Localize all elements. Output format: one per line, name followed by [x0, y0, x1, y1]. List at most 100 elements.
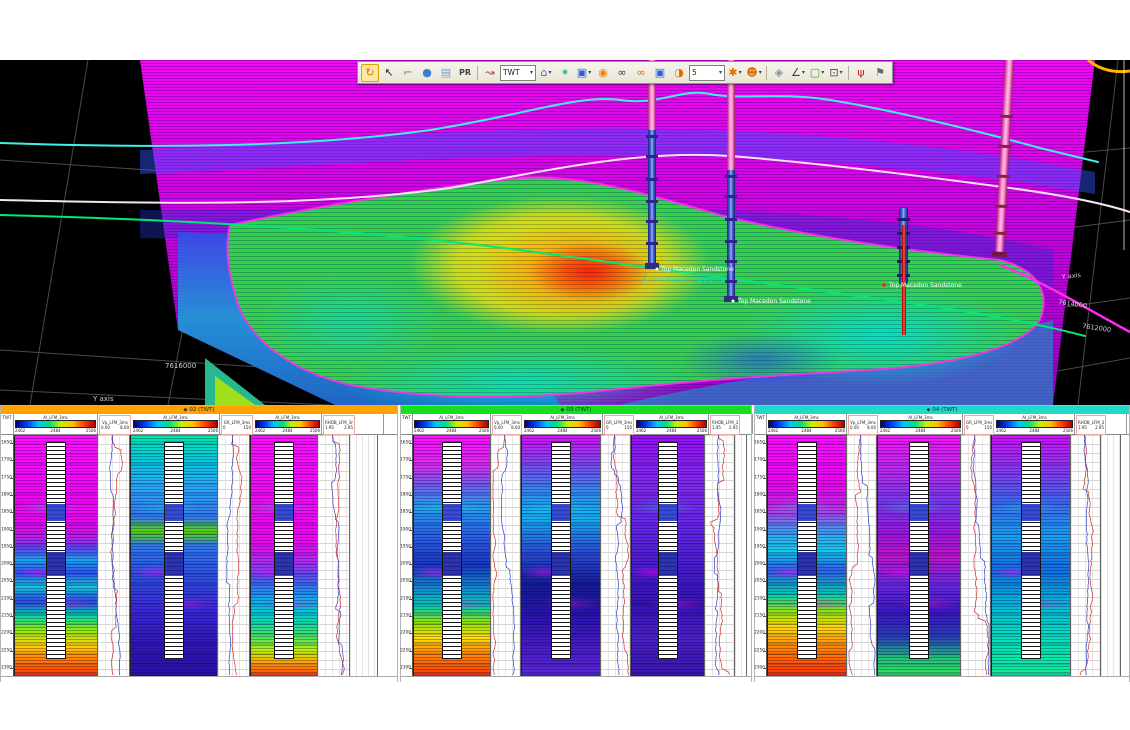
cursor-tool[interactable]: ↖ — [380, 64, 398, 82]
window-button[interactable]: ▢ ▾ — [808, 64, 826, 82]
colorbar-tick-label: 2462 — [636, 428, 647, 433]
end-track-header — [1107, 414, 1127, 434]
log-curves — [331, 435, 345, 676]
snapshot-button[interactable]: ⊡ ▾ — [827, 64, 845, 82]
well-section-panel[interactable]: ◆ 03 (TWT) TWT AI_LFM_3ms 2462 2484 2506 Vp_LFM… — [400, 405, 753, 683]
chevron-down-icon: ▾ — [529, 69, 533, 76]
seismic-track-label: AI_LFM_3ms — [275, 415, 300, 420]
pick-tool[interactable]: ⌐ — [399, 64, 417, 82]
seismic-track[interactable] — [991, 435, 1071, 676]
broadcast-button[interactable]: ψ — [852, 64, 870, 82]
panel-title-bar[interactable]: ◆ 02 (TWT) — [1, 406, 397, 414]
depth-ruler: 1650 1700 1750 1800 1850 1900 1950 2000 2050 2100… — [1, 435, 14, 676]
home-view-button-icon: ⌂ — [540, 65, 548, 79]
depth-tick-mark — [409, 616, 412, 618]
panel-title-bar[interactable]: ◆ 03 (TWT) — [401, 406, 751, 414]
trace-tool[interactable]: ↝ — [481, 64, 499, 82]
depth-tick-mark — [10, 598, 13, 600]
log-range-max: 8.00 — [120, 425, 129, 430]
seismic-3d-viewport[interactable]: Top Macedon Sandstone Intra Macedon Sand… — [0, 60, 1130, 405]
log-track[interactable] — [847, 435, 877, 676]
seismic-track[interactable] — [877, 435, 961, 676]
colorbar-tick-label: 2506 — [950, 428, 961, 433]
log-track-label: RHOB_LFM_3ms — [712, 420, 738, 425]
depth-tick-label: 1850 — [1, 509, 12, 515]
home-view-button[interactable]: ⌂ ▾ — [537, 64, 555, 82]
ruler-label: TWT — [755, 415, 766, 420]
seismic-track-label: AI_LFM_3ms — [43, 415, 68, 420]
log-track[interactable] — [601, 435, 631, 676]
tree-view-button[interactable]: ✶ — [556, 64, 574, 82]
log-track[interactable] — [1071, 435, 1101, 676]
log-track[interactable] — [961, 435, 991, 676]
well-top-label: Top Macedon Sandstone — [888, 282, 962, 289]
probe-button[interactable]: ◈ — [770, 64, 788, 82]
well-section-panel[interactable]: ◆ 04 (TWT) TWT AI_LFM_3ms 2462 2484 2506 Vp_LFM… — [754, 405, 1130, 683]
depth-tick-label: 2150 — [754, 613, 765, 619]
depth-tick-mark — [409, 512, 412, 514]
wellbore-3[interactable] — [897, 208, 910, 335]
seismic-track[interactable] — [767, 435, 847, 676]
pin-button[interactable]: ⚑ — [871, 64, 889, 82]
depth-tick-mark — [409, 443, 412, 444]
colorbar-tick-label: 2506 — [478, 428, 489, 433]
measure-button[interactable]: ∠ ▾ — [789, 64, 807, 82]
cube2-view-button[interactable]: ▣ — [651, 64, 669, 82]
panel-footer — [755, 676, 1129, 683]
cube-view-button[interactable]: ▣ ▾ — [575, 64, 593, 82]
wellbore-1[interactable] — [645, 60, 659, 269]
toolbar-separator — [848, 65, 849, 80]
depth-tick-label: 1700 — [1, 457, 12, 463]
count-select[interactable]: 5 ▾ — [689, 64, 725, 81]
panel-title-bar[interactable]: ◆ 04 (TWT) — [755, 406, 1129, 414]
palette-button[interactable]: ✱ ▾ — [726, 64, 744, 82]
log-range-max: 2.95 — [344, 425, 353, 430]
log-track[interactable] — [98, 435, 130, 676]
depth-tick-label: 1950 — [1, 544, 12, 550]
faces-button[interactable]: ☻ ▾ — [745, 64, 763, 82]
log-range-min: 0.00 — [494, 425, 503, 430]
wellbore-column — [909, 442, 929, 660]
depth-tick-mark — [409, 650, 412, 652]
colorbar-tick-label: 2462 — [133, 428, 144, 433]
wellbore-2[interactable] — [724, 60, 738, 302]
depth-tick-mark — [10, 529, 13, 531]
seismic-track[interactable] — [250, 435, 318, 676]
seismic-track-label: AI_LFM_3ms — [163, 415, 188, 420]
well-section-panel[interactable]: ◆ 02 (TWT) TWT AI_LFM_3ms 2462 2484 2506 Vp_LFM… — [0, 405, 398, 683]
depth-tick-label: 2100 — [400, 596, 411, 602]
sync-tool[interactable]: ↻ — [361, 63, 379, 82]
log-track[interactable] — [705, 435, 735, 676]
depth-tick-mark — [763, 494, 766, 496]
colorbar — [255, 420, 320, 428]
seismic-track[interactable] — [413, 435, 491, 676]
image-tool[interactable]: ▤ — [437, 64, 455, 82]
seismic-track[interactable] — [631, 435, 705, 676]
pr-tool[interactable]: PR — [456, 64, 474, 82]
log-range-max: 8.00 — [867, 425, 876, 430]
binoculars-orange-button[interactable]: ∞ — [632, 64, 650, 82]
log-track[interactable] — [491, 435, 521, 676]
binoculars-button[interactable]: ∞ — [613, 64, 631, 82]
depth-tick-label: 1700 — [754, 457, 765, 463]
well-icon: ◆ — [926, 407, 931, 413]
seismic-track[interactable] — [521, 435, 601, 676]
well-icon: ◆ — [183, 407, 188, 413]
log-track[interactable] — [218, 435, 250, 676]
globe-view-button[interactable]: ◑ — [670, 64, 688, 82]
northing-label: 7614000 — [1058, 298, 1088, 310]
seismic-track[interactable] — [14, 435, 98, 676]
log-track-label: GR_LFM_3ms — [223, 420, 251, 425]
depth-tick-mark — [763, 443, 766, 444]
depth-tick-mark — [763, 546, 766, 548]
colorbar-tick-label: 2484 — [282, 428, 293, 433]
paint-tool[interactable]: ● — [418, 64, 436, 82]
horizon-surface[interactable] — [205, 176, 1130, 405]
wellbore-4[interactable] — [991, 60, 1017, 258]
domain-select[interactable]: TWT ▾ — [500, 64, 536, 81]
broadcast-button-icon: ψ — [857, 65, 865, 79]
seismic-track[interactable] — [130, 435, 218, 676]
target-button[interactable]: ◉ — [594, 64, 612, 82]
log-track[interactable] — [318, 435, 350, 676]
